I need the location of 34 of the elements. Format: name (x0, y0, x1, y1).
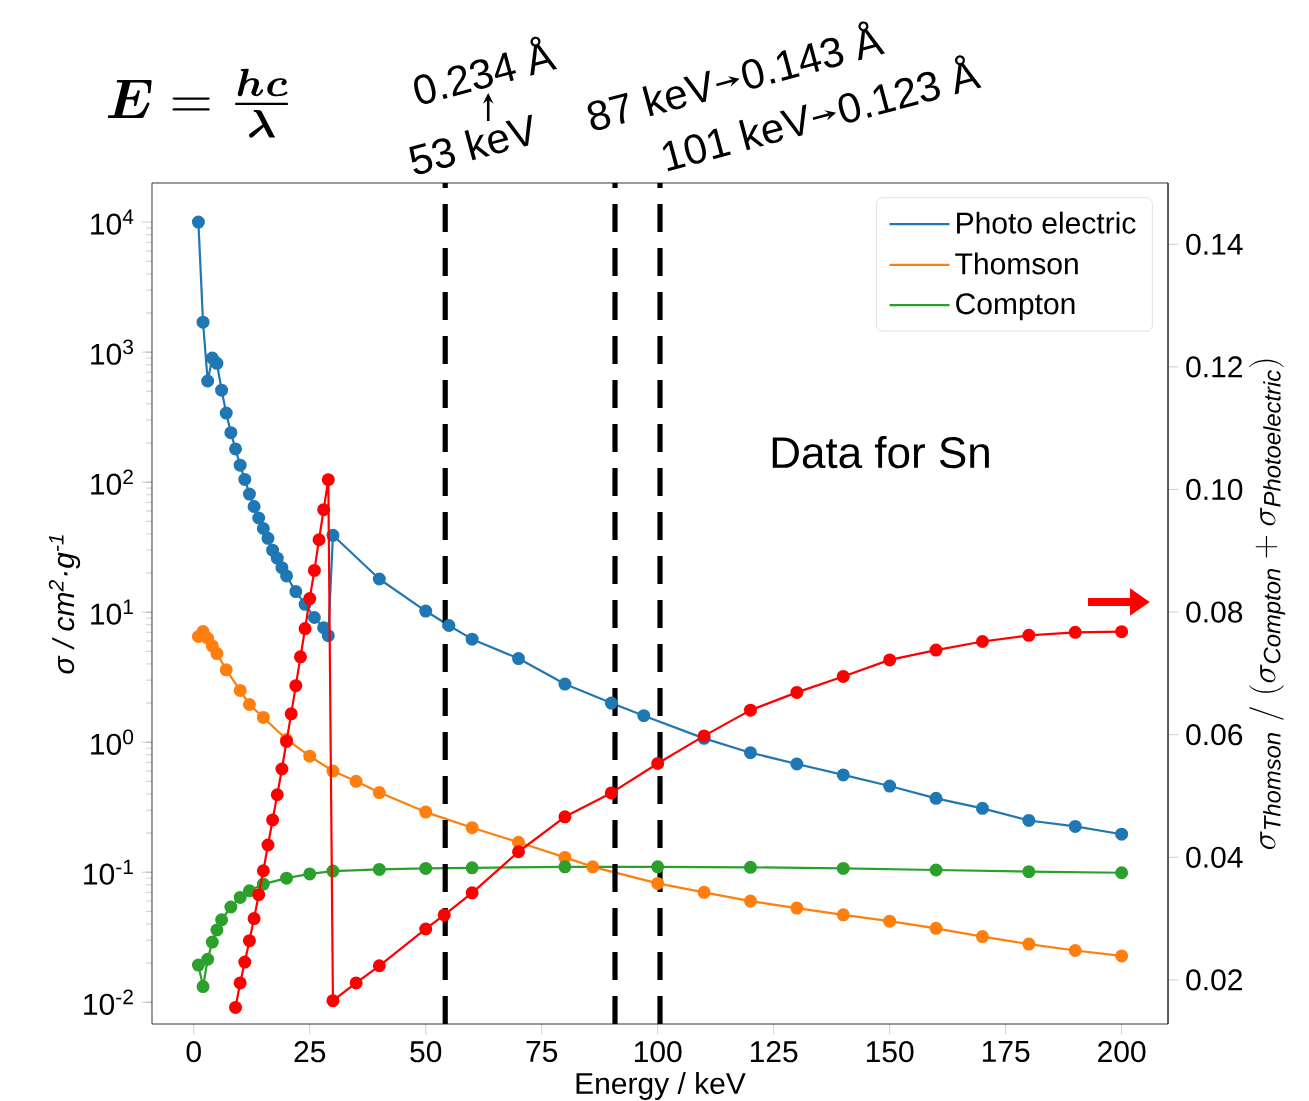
ref-line-label: 53 keV (409, 114, 532, 175)
y2-tick-label: 0.08 (1186, 601, 1243, 623)
x-tick-label: 100 (634, 1041, 682, 1063)
x-tick-label: 150 (866, 1041, 914, 1063)
y2-tick-label: 0.14 (1186, 233, 1243, 255)
legend-label: Thomson (955, 252, 1078, 275)
y-tick-label: 10$^{4}$ (91, 209, 134, 235)
annotation: Data for Sn (772, 435, 989, 469)
y2-tick-label: 0.12 (1186, 356, 1242, 378)
x-tick-label: 0 (186, 1041, 201, 1063)
x-tick-label: 75 (526, 1041, 558, 1062)
text: 0.234 Å (414, 36, 558, 104)
y-tick-label: 10$^{2}$ (91, 469, 133, 495)
y2-tick-label: 0.04 (1186, 846, 1243, 868)
x-tick-label: 200 (1098, 1041, 1146, 1063)
y2-axis-title: $\sigma_{\mathit{Thomson}} \;/\; (\sigma_{\mathit{Compton}} + \sigma_{\mathit{Photoelectric}})$ (1249, 359, 1286, 850)
y-tick-label: 10$^{1}$ (91, 599, 133, 625)
y2-tick-label: 0.02 (1186, 969, 1242, 991)
x-axis-title: Energy / keV (576, 1072, 746, 1100)
x-tick-label: 50 (410, 1041, 442, 1063)
legend-label: Compton (956, 293, 1075, 321)
y-tick-label: 10$^{-1}$ (84, 859, 133, 885)
y-tick-label: 10$^{3}$ (91, 339, 134, 365)
text: $\boldsymbol{E} = \frac{\boldsymbol{hc}}{\boldsymbol{\lambda}}$ (107, 68, 288, 138)
y-tick-label: 10$^{0}$ (91, 729, 134, 755)
y-tick-label: 10$^{-2}$ (84, 989, 133, 1015)
ref-line-label: 87 keV (587, 70, 710, 131)
x-tick-label: 25 (294, 1041, 326, 1063)
x-tick-label: 175 (982, 1041, 1030, 1062)
y2-tick-label: 0.10 (1186, 478, 1243, 501)
legend-label: Photo electric (957, 211, 1136, 234)
y-axis-title: σ / cm$^{2}$·g$^{-1}$ (48, 535, 81, 674)
x-tick-label: 125 (750, 1041, 798, 1063)
y2-tick-label: 0.06 (1186, 724, 1243, 746)
